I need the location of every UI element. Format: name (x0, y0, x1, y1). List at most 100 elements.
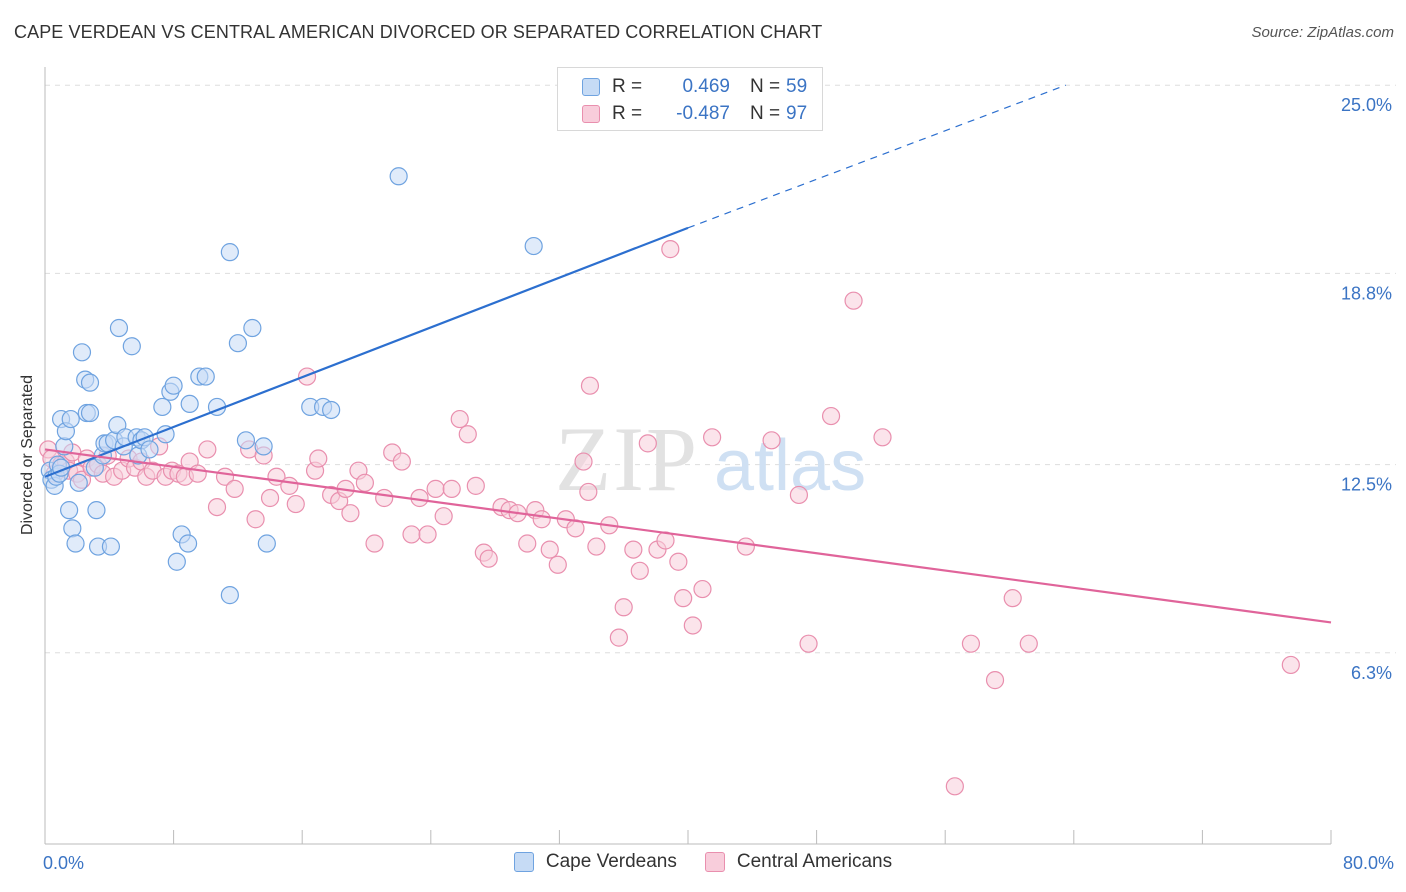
central-american-point (297, 367, 317, 386)
central-american-point (762, 431, 781, 450)
central-american-point (580, 376, 600, 395)
central-american-point (466, 476, 485, 495)
legend-n-label: N = (750, 103, 781, 124)
central-american-point (1019, 634, 1038, 653)
tick-labels: 6.3% 12.5% 18.8% 25.0% 0.0% 80.0% (43, 95, 1394, 873)
cape-verdean-point (72, 343, 92, 362)
central-american-point (458, 425, 477, 444)
y-tick-label: 18.8% (1341, 283, 1392, 303)
cape-verdean-point (140, 440, 159, 459)
y-tick-label: 25.0% (1341, 95, 1392, 115)
central-american-point (1281, 655, 1300, 675)
legend-r-label: R = (612, 76, 643, 97)
central-american-point (624, 540, 643, 559)
central-american-point (365, 534, 384, 553)
legend-swatch-pink (704, 852, 725, 872)
cape-verdean-point (220, 243, 239, 262)
central-american-point (1003, 589, 1022, 608)
cape-verdean-point (254, 437, 273, 456)
central-american-trend-line (44, 448, 1332, 624)
central-american-point (703, 428, 722, 447)
central-american-point (442, 479, 461, 498)
legend-label-cape-verdeans: Cape Verdeans (545, 851, 677, 872)
x-tick-label: 0.0% (43, 853, 84, 873)
central-american-point (844, 291, 863, 310)
series-legend: Cape Verdeans Central Americans (0, 851, 1406, 873)
source-label: Source: ZipAtlas.com (1251, 24, 1394, 41)
cape-verdean-point (389, 167, 408, 186)
central-american-point (661, 240, 680, 259)
central-american-point (518, 534, 537, 553)
central-american-point (260, 488, 280, 508)
cape-verdean-point (80, 403, 100, 423)
cape-verdean-point (101, 537, 121, 556)
cape-verdean-point (178, 534, 198, 553)
legend-n-value: 97 (786, 103, 808, 124)
cape-verdean-point (122, 337, 141, 356)
central-american-point (683, 616, 702, 635)
trend-lines (44, 84, 1332, 624)
central-american-point (355, 473, 374, 492)
central-american-point (188, 464, 207, 483)
central-american-point (614, 598, 633, 617)
legend-item-cape-verdeans: Cape Verdeans (513, 851, 677, 873)
central-american-point (945, 777, 964, 796)
legend-r-label: R = (612, 103, 643, 124)
y-tick-label: 6.3% (1351, 663, 1392, 683)
cape-verdean-point (63, 519, 82, 538)
central-american-point (548, 555, 567, 574)
cape-verdean-point (220, 586, 239, 605)
central-american-point (341, 504, 360, 523)
cape-verdean-point (236, 431, 256, 450)
cape-verdean-point (257, 534, 276, 553)
central-american-point (418, 525, 437, 544)
central-american-point (579, 482, 598, 502)
central-american-point (532, 510, 551, 529)
legend-swatch-pink (582, 105, 600, 123)
cape-verdean-point (66, 534, 85, 553)
legend-row-cape-verdeans: R = 0.469 N = 59 (558, 74, 807, 100)
cape-verdean-trend-extension (687, 84, 1066, 229)
legend-r-value: -0.487 (676, 103, 730, 124)
central-american-point (540, 540, 559, 559)
central-american-point (821, 406, 841, 426)
central-american-point (402, 525, 421, 544)
central-american-point (736, 537, 755, 556)
central-american-point (609, 628, 628, 647)
central-american-point (630, 561, 649, 580)
cape-verdean-point (524, 236, 543, 256)
central-american-point (450, 409, 469, 429)
central-american-point (873, 428, 892, 447)
gridlines (45, 84, 1396, 654)
central-american-point (693, 579, 712, 599)
cape-verdean-point (69, 473, 88, 492)
chart-title: CAPE VERDEAN VS CENTRAL AMERICAN DIVORCE… (14, 22, 823, 42)
cape-verdean-point (196, 367, 215, 386)
central-american-point (286, 494, 305, 514)
central-american-point (638, 434, 657, 453)
cape-verdean-point (322, 400, 341, 420)
central-american-point (789, 485, 809, 505)
cape-verdean-point (60, 501, 79, 520)
watermark-atlas: atlas (714, 426, 866, 506)
central-american-point (674, 589, 693, 608)
central-american-point (207, 497, 227, 517)
legend-label-central-americans: Central Americans (736, 851, 893, 872)
central-american-point (225, 479, 244, 498)
central-american-point (985, 671, 1005, 690)
central-american-point (587, 537, 606, 556)
legend-swatch-blue (582, 78, 600, 96)
cape-verdean-point (164, 376, 183, 395)
cape-verdean-point (228, 334, 247, 353)
cape-verdean-point (80, 373, 100, 392)
central-american-point (426, 479, 445, 498)
legend-item-central-americans: Central Americans (704, 851, 893, 873)
x-tick-label: 80.0% (1343, 853, 1394, 873)
central-american-point (574, 452, 593, 471)
legend-n-value: 59 (786, 76, 808, 97)
stats-legend: R = 0.469 N = 59 R = -0.487 N = 97 (557, 67, 823, 131)
legend-row-central-americans: R = -0.487 N = 97 (558, 101, 807, 127)
legend-swatch-blue (513, 852, 534, 872)
cape-verdean-trend-line (44, 226, 689, 478)
